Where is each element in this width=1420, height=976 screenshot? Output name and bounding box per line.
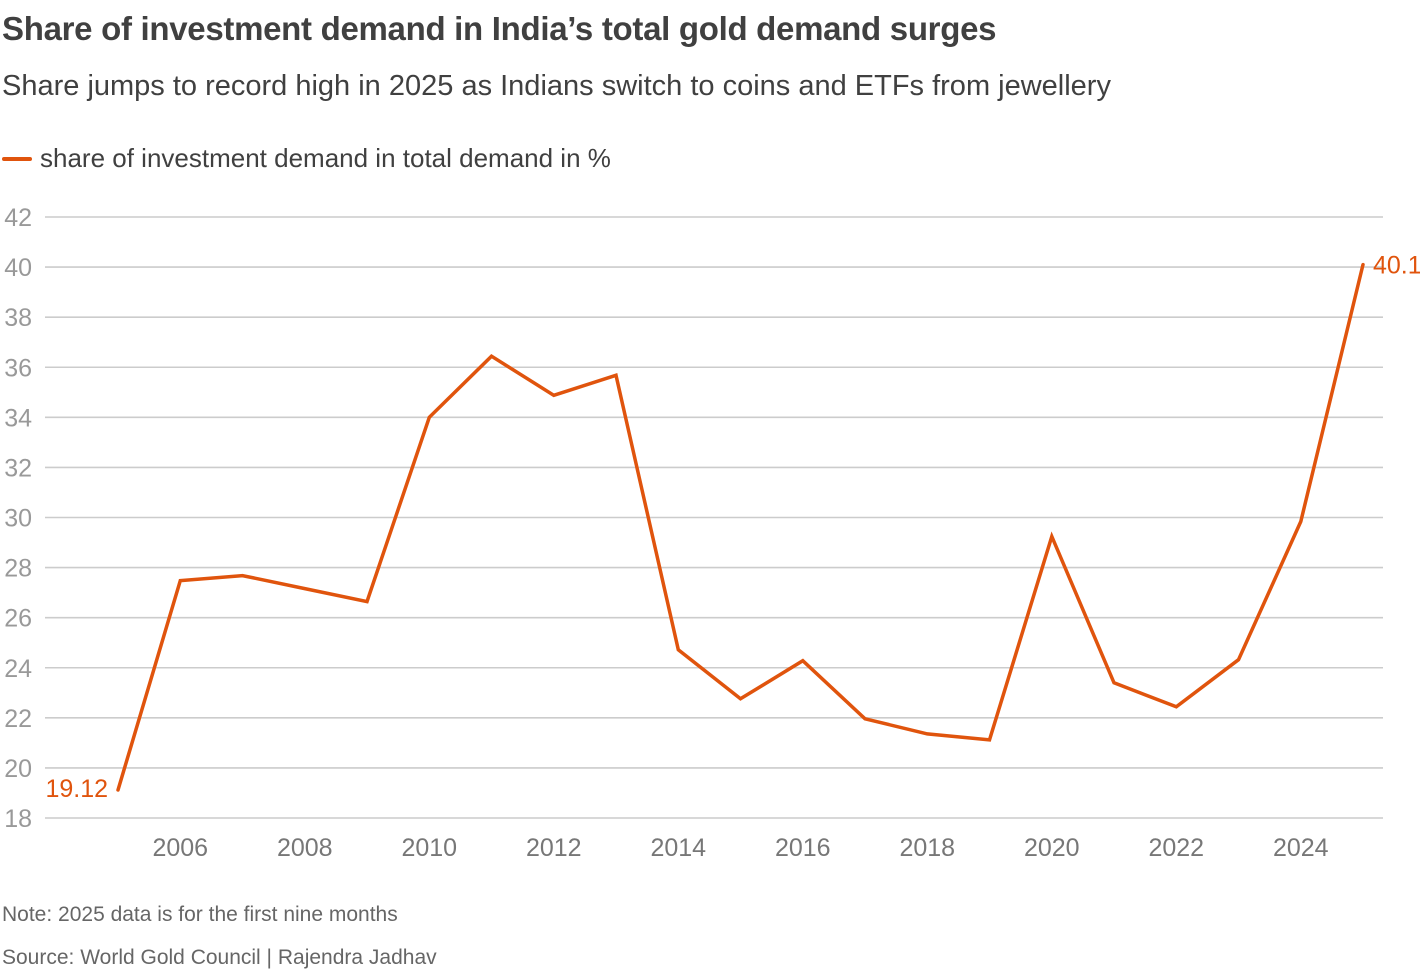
x-tick-label: 2018 <box>899 834 955 862</box>
footnote: Note: 2025 data is for the first nine mo… <box>2 903 398 926</box>
y-tick-label: 26 <box>4 605 32 633</box>
legend-label: share of investment demand in total dema… <box>40 143 611 173</box>
y-tick-label: 36 <box>4 354 32 382</box>
x-tick-label: 2010 <box>401 834 457 862</box>
y-tick-label: 18 <box>4 805 32 833</box>
y-tick-label: 30 <box>4 505 32 533</box>
x-tick-label: 2012 <box>526 834 582 862</box>
x-tick-label: 2024 <box>1273 834 1329 862</box>
y-tick-label: 42 <box>4 204 32 232</box>
x-tick-label: 2022 <box>1148 834 1204 862</box>
chart-title: Share of investment demand in India’s to… <box>2 10 997 47</box>
source-credit: Source: World Gold Council | Rajendra Ja… <box>2 946 437 969</box>
y-axis-ticks: 18 20 22 24 26 28 30 32 34 36 38 40 42 <box>4 204 32 833</box>
legend: share of investment demand in total dema… <box>2 143 611 174</box>
y-tick-label: 34 <box>4 404 32 432</box>
y-tick-label: 22 <box>4 705 32 733</box>
series <box>116 262 1365 792</box>
y-tick-label: 38 <box>4 304 32 332</box>
legend-swatch <box>2 156 32 161</box>
x-axis-ticks: 2006 2008 2010 2012 2014 2016 2018 2020 2022 2024 <box>152 834 1328 862</box>
data-label: 19.12 <box>45 775 108 803</box>
chart-subtitle: Share jumps to record high in 2025 as In… <box>2 70 1111 102</box>
x-tick-label: 2020 <box>1024 834 1080 862</box>
y-tick-label: 20 <box>4 755 32 783</box>
x-tick-label: 2016 <box>775 834 831 862</box>
x-tick-label: 2008 <box>277 834 333 862</box>
annotations: 19.12 40.1 <box>45 252 1420 803</box>
series-line <box>116 262 1365 792</box>
y-tick-label: 28 <box>4 555 32 583</box>
y-tick-label: 40 <box>4 254 32 282</box>
y-tick-label: 24 <box>4 655 32 683</box>
gridlines <box>45 216 1383 819</box>
x-tick-label: 2006 <box>152 834 208 862</box>
y-tick-label: 32 <box>4 454 32 482</box>
data-label: 40.1 <box>1373 252 1420 280</box>
x-tick-label: 2014 <box>650 834 706 862</box>
